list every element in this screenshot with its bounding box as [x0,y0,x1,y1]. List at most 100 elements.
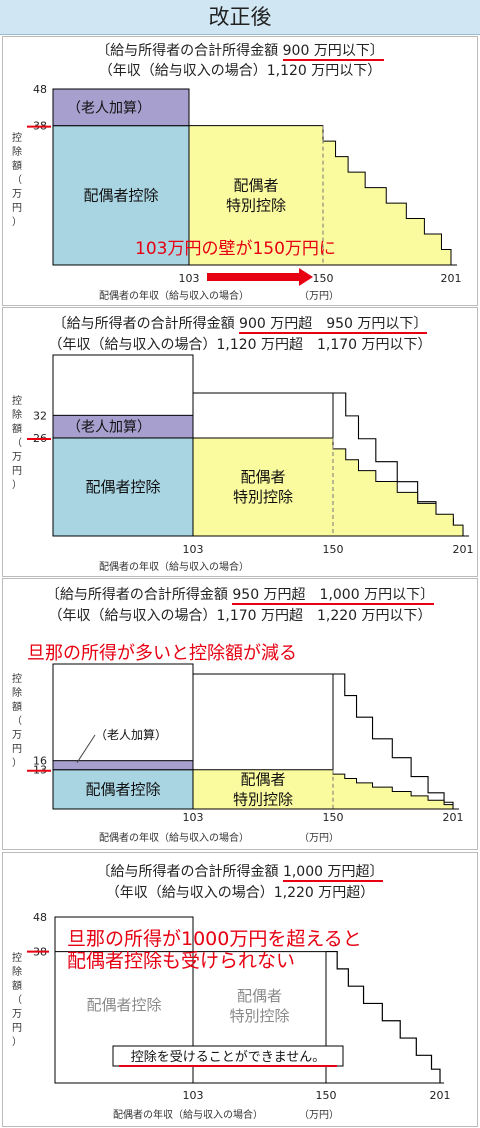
y-axis-label-char: 万 [12,189,22,200]
y-axis-label-char: （ [12,994,22,1006]
special-deduction-label-2: 特別控除 [233,488,293,506]
title-highlight: 900 万円超 950 万円以下〕 [239,316,428,334]
x-axis-unit: （万円） [299,1109,339,1121]
x-tick-150: 150 [316,1089,337,1102]
y-axis-label-char: （ [12,437,22,449]
x-tick-103: 103 [183,811,204,824]
panel-900-950: 〔給与所得者の合計所得金額 900 万円超 950 万円以下〕 （年収（給与収入… [2,307,478,577]
annotation-text: 103万円の壁が150万円に [135,239,336,259]
x-tick-103: 103 [183,1089,204,1102]
x-axis-label: 配偶者の年収（給与収入の場合） [99,289,249,302]
spouse-deduction-bar [52,769,194,810]
panel-title-line2: （年収（給与収入の場合）1,120 万円以下） [98,63,382,79]
page-title: 改正後 [208,5,272,29]
y-axis-label-char: ） [12,1036,22,1048]
annotation-line-2: 配偶者控除も受けられない [67,950,295,972]
x-tick-150: 150 [323,811,344,824]
y-axis-label-char: 万 [12,730,22,741]
annotation-line-1: 旦那の所得が1000万円を超えると [67,928,362,950]
y-axis-label-char: 控 [12,394,22,407]
panel-950-1000: 〔給与所得者の合計所得金額 950 万円超 1,000 万円以下〕 （年収（給与… [2,578,478,850]
spouse-deduction-label: 配偶者控除 [83,186,158,204]
x-tick-103: 103 [183,543,204,556]
spouse-deduction-label: 配偶者控除 [85,780,160,798]
special-deduction-label-1: 配偶者 [240,468,285,486]
y-axis-label-char: 除 [12,145,22,158]
elderly-label: （老人加算） [95,727,167,742]
special-deduction-label-2: 特別控除 [233,790,293,808]
title-highlight: 1,000 万円超〕 [282,864,384,882]
panel-over-1000: 〔給与所得者の合計所得金額 1,000 万円超〕 （年収（給与収入の場合）1,2… [2,852,478,1127]
y-axis-label-char: 円 [12,466,22,477]
y-axis-label-char: 額 [12,979,22,992]
panel-title-line2: （年収（給与収入の場合）1,170 万円超 1,220 万円以下） [48,608,432,624]
panel-title-line2: （年収（給与収入の場合）1,220 万円超） [105,885,375,901]
title-prefix: 〔給与所得者の合計所得金額 [45,587,228,603]
title-prefix: 〔給与所得者の合計所得金額 [52,316,235,332]
special-deduction-label-1: 配偶者 [233,176,278,194]
y-axis-label-char: 控 [12,951,22,964]
y-axis-label-char: 円 [12,1023,22,1034]
spouse-deduction-label: 配偶者控除 [86,996,161,1014]
step-outline [326,950,441,1083]
spouse-deduction-bar [52,437,194,537]
x-tick-201: 201 [453,543,474,556]
x-axis-label: 配偶者の年収（給与収入の場合） [113,1108,263,1121]
y-axis-label-char: 額 [12,700,22,713]
special-deduction-label-2: 特別控除 [226,196,286,214]
panel-title-line1: 〔給与所得者の合計所得金額 950 万円超 1,000 万円以下〕 [3,584,477,605]
y-tick-elderly: 32 [33,409,47,422]
y-axis-label-char: 除 [12,408,22,421]
x-tick-103: 103 [179,272,200,285]
elderly-label: （老人加算） [67,100,151,116]
page-header: 改正後 [0,0,480,35]
x-axis-label: 配偶者の年収（給与収入の場合） [99,560,249,573]
elderly-label: （老人加算） [67,420,151,436]
elderly-addition-bar [52,760,194,771]
panel-title-line1: 〔給与所得者の合計所得金額 900 万円超 950 万円以下〕 [3,313,477,334]
old-step-outline [333,673,454,809]
title-highlight: 900 万円以下〕 [282,43,384,61]
spouse-deduction-label: 配偶者控除 [85,478,160,496]
y-tick-elderly: 16 [33,755,47,768]
spouse-deduction-bar [52,125,190,266]
title-prefix: 〔給与所得者の合計所得金額 [96,43,279,59]
y-axis-label-char: 除 [12,686,22,699]
title-highlight: 950 万円超 1,000 万円以下〕 [232,587,435,605]
y-axis-label-char: ） [12,479,22,491]
y-axis-label-char: （ [12,174,22,186]
x-tick-201: 201 [430,1089,451,1102]
panel-title-line1: 〔給与所得者の合計所得金額 900 万円以下〕 [3,40,477,61]
y-axis-label-char: ） [12,757,22,769]
y-axis-label-char: 円 [12,744,22,755]
x-tick-150: 150 [313,272,334,285]
y-axis-label-char: ） [12,216,22,228]
y-axis-label-char: 額 [12,422,22,435]
y-axis-label-char: 万 [12,452,22,463]
y-axis-label-char: （ [12,715,22,727]
x-tick-150: 150 [323,543,344,556]
x-axis-unit: （万円） [299,832,339,844]
special-deduction-label-1: 配偶者 [237,987,282,1005]
title-prefix: 〔給与所得者の合計所得金額 [96,864,279,880]
y-axis-label-char: 額 [12,159,22,172]
x-axis-unit: （万円） [299,290,339,302]
special-deduction-area [192,769,454,810]
y-tick-elderly: 48 [33,83,47,96]
y-axis-label-char: 円 [12,203,22,214]
y-axis-label-char: 除 [12,965,22,978]
elderly-pointer [76,734,96,763]
y-axis-label-char: 万 [12,1009,22,1020]
special-deduction-area [192,437,464,537]
panel-900-or-less: 〔給与所得者の合計所得金額 900 万円以下〕 （年収（給与収入の場合）1,12… [2,36,478,306]
x-axis-label: 配偶者の年収（給与収入の場合） [99,831,249,844]
y-tick-48: 48 [33,911,47,924]
y-axis-label-char: 控 [12,131,22,144]
annotation-text: 旦那の所得が多いと控除額が減る [27,643,297,664]
x-tick-201: 201 [443,811,464,824]
special-deduction-label-1: 配偶者 [240,770,285,788]
